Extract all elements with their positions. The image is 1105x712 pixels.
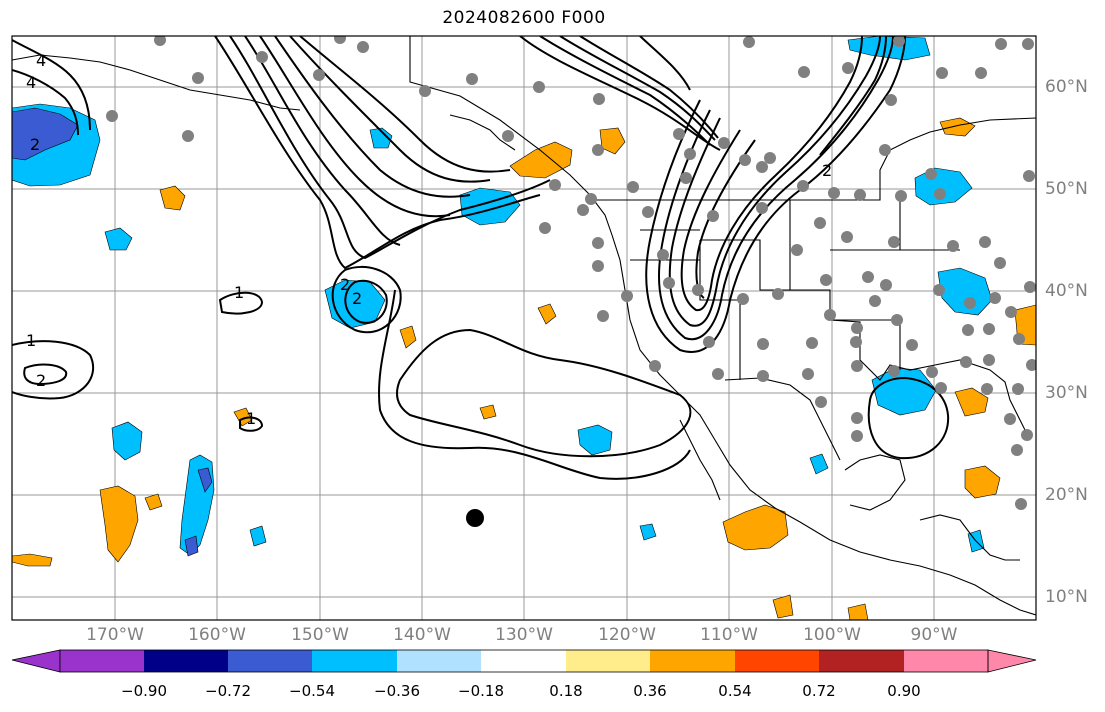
contour-label: 1 (234, 283, 244, 302)
lat-label: 40°N (1045, 281, 1088, 301)
colorbar-tick-label: −0.72 (205, 682, 251, 700)
colorbar-tick-label: 0.54 (718, 682, 752, 700)
colorbar-bin (144, 650, 228, 672)
colorbar-tick-label: 0.36 (633, 682, 667, 700)
lat-label: 10°N (1045, 587, 1088, 607)
colorbar-bin (397, 650, 481, 672)
contour-label: 2 (822, 161, 832, 180)
contour-label: 4 (36, 51, 46, 70)
colorbar-bin (11, 649, 61, 673)
lon-label: 100°W (803, 625, 861, 645)
contour-label: 2 (30, 135, 40, 154)
map-frame (11, 35, 1037, 621)
lon-label: 140°W (393, 625, 451, 645)
colorbar (11, 649, 1037, 673)
colorbar-tick-label: −0.54 (289, 682, 335, 700)
lon-label: 160°W (188, 625, 246, 645)
lon-label: 120°W (598, 625, 656, 645)
colorbar-bin (819, 650, 904, 672)
lat-label: 50°N (1045, 179, 1088, 199)
contour-labels: 4 4 1 2 1 2 1 2 2 2 (26, 51, 832, 428)
lon-label: 130°W (495, 625, 553, 645)
lat-label: 30°N (1045, 383, 1088, 403)
lon-label: 110°W (700, 625, 758, 645)
colorbar-tick-label: −0.18 (458, 682, 504, 700)
contour-label: 4 (26, 73, 36, 92)
lon-label: 170°W (86, 625, 144, 645)
colorbar-bin (904, 650, 988, 672)
contour-label: 1 (246, 409, 256, 428)
marker-dot (466, 509, 484, 527)
contour-label: 2 (340, 275, 350, 294)
contour-lines (12, 36, 950, 480)
map-title: 2024082600 F000 (442, 8, 606, 28)
colorbar-bin (312, 650, 397, 672)
lon-label: 150°W (291, 625, 349, 645)
lat-label: 20°N (1045, 485, 1088, 505)
colorbar-bin (566, 650, 650, 672)
lon-label: 90°W (910, 625, 958, 645)
colorbar-tick-label: −0.36 (374, 682, 420, 700)
colorbar-tick-label: 0.90 (887, 682, 921, 700)
colorbar-bin (735, 650, 819, 672)
contour-label: 2 (352, 289, 362, 308)
colorbar-tick-label: −0.90 (121, 682, 167, 700)
colorbar-bin (60, 650, 144, 672)
station-dots (106, 36, 1036, 510)
colorbar-tick-label: 0.18 (549, 682, 583, 700)
contour-label: 1 (26, 331, 36, 350)
colorbar-bin (228, 650, 312, 672)
colorbar-bin (650, 650, 735, 672)
contour-label: 2 (36, 371, 46, 390)
colorbar-bin (987, 649, 1037, 673)
coastlines (12, 36, 1036, 616)
colorbar-tick-label: 0.72 (802, 682, 836, 700)
lat-label: 60°N (1045, 77, 1088, 97)
colorbar-bin (481, 650, 566, 672)
